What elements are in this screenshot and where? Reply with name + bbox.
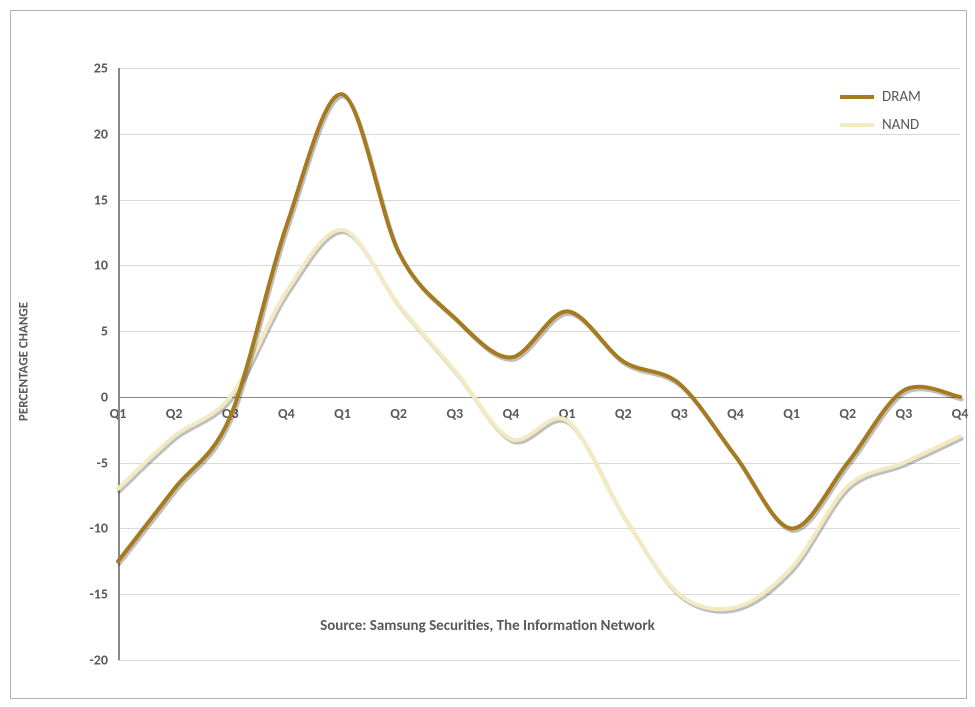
legend: DRAM NAND bbox=[840, 88, 921, 134]
plot-svg bbox=[0, 0, 975, 707]
legend-label-dram: DRAM bbox=[882, 88, 921, 106]
legend-item-nand: NAND bbox=[840, 116, 921, 134]
series-line-nand bbox=[118, 230, 960, 609]
chart-container: Samsung DRAM - NAND ASP Price Change 201… bbox=[0, 0, 975, 707]
legend-swatch-nand bbox=[840, 123, 874, 127]
series-shadow bbox=[120, 232, 962, 611]
legend-label-nand: NAND bbox=[882, 116, 919, 134]
legend-item-dram: DRAM bbox=[840, 88, 921, 106]
legend-swatch-dram bbox=[840, 95, 874, 99]
source-text: Source: Samsung Securities, The Informat… bbox=[0, 617, 975, 635]
